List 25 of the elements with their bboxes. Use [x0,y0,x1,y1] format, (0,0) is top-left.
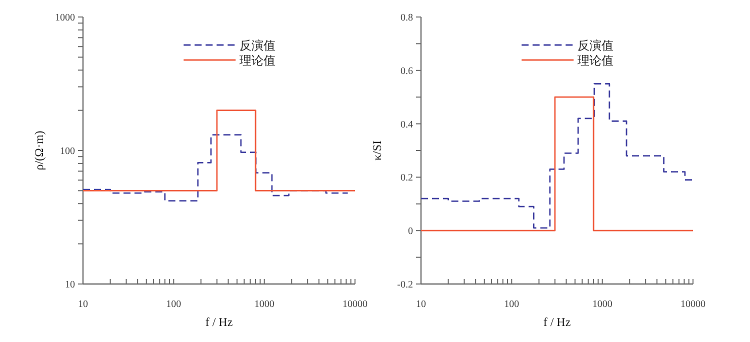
y-tick-label: 1000 [55,12,75,24]
y-tick-label: 0.6 [400,66,413,77]
legend-label: 反演值 [240,38,276,52]
x-axis-title: f / Hz [543,315,571,329]
x-tick-label: 10 [416,299,426,310]
x-tick-label: 100 [504,299,520,310]
x-tick-label: 1000 [254,299,274,310]
x-tick-label: 1000 [592,299,612,310]
x-tick-label: 10000 [680,299,706,310]
y-tick-label: 0.4 [400,119,413,130]
y-tick-label: 10 [65,280,75,290]
y-tick-label: 0.2 [400,172,413,184]
x-tick-label: 10000 [342,299,368,310]
legend-label: 理论值 [578,54,614,68]
legend-label: 反演值 [578,38,614,52]
y-tick-label: 0 [408,226,413,238]
x-tick-label: 100 [166,299,182,310]
y-tick-label: 0.8 [400,12,413,24]
y-axis-title: κ/SI [370,140,384,161]
x-axis-title: f / Hz [205,315,233,329]
y-tick-label: -0.2 [397,280,413,290]
y-tick-label: 100 [60,146,75,157]
legend-label: 理论值 [240,54,276,68]
y-axis-title: ρ/(Ω·m) [32,130,46,170]
x-tick-label: 10 [78,299,88,310]
